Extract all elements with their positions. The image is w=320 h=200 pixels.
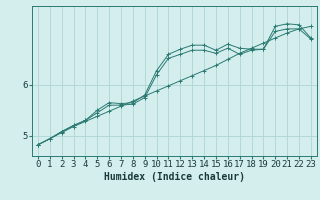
X-axis label: Humidex (Indice chaleur): Humidex (Indice chaleur) [104, 172, 245, 182]
